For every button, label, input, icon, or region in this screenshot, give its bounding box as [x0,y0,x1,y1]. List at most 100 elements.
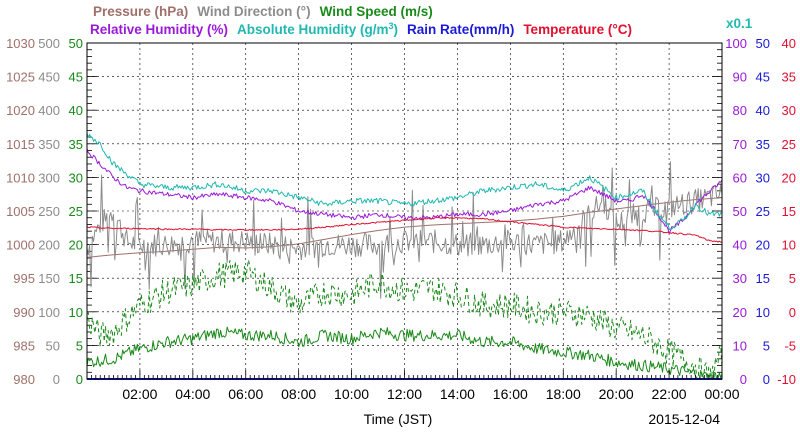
y-tick-label-wind-direction: 0 [53,372,60,387]
y-tick-label-temperature: -10 [777,372,796,387]
y-tick-label-wind-direction: 350 [38,137,60,152]
y-tick-label-wind-direction: 450 [38,70,60,85]
series-line-relative-humidity [86,148,723,234]
legend-text: Temperature (°C) [523,22,632,37]
y-tick-label-pressure: 985 [13,338,35,353]
y-tick-label-rain-rate: 35 [756,137,770,152]
x-axis-title: Time (JST) [364,411,433,427]
y-tick-label-wind-direction: 500 [38,36,60,51]
y-tick-label-temperature: 35 [782,70,796,85]
legend-text: Rain Rate(mm/h) [407,22,514,37]
y-tick-label-wind-direction: 400 [38,103,60,118]
y-tick-label-temperature: 15 [782,204,796,219]
x-tick-label: 08:00 [281,386,316,402]
y-tick-label-wind-speed: 25 [69,204,83,219]
y-tick-label-wind-direction: 50 [46,338,60,353]
y-tick-label-pressure: 1020 [6,103,35,118]
legend-text: Wind Direction (°) [197,4,310,19]
y-tick-label-rain-rate: 5 [763,338,770,353]
y-tick-label-wind-speed: 10 [69,305,83,320]
y-tick-label-wind-speed: 0 [76,372,83,387]
x-tick-label: 04:00 [175,386,210,402]
y-tick-label-pressure: 995 [13,271,35,286]
y-tick-label-humidity: 80 [733,103,747,118]
y-tick-label-humidity: 90 [733,70,747,85]
x-axis: 02:00 04:00 06:00 08:00 10:00 12:00 14:00 16:00… [86,370,740,427]
y-tick-label-rain-rate: 50 [756,36,770,51]
legend: Pressure (hPa) Wind Direction (°) Wind Spe… [90,4,753,37]
date-label: 2015-12-04 [648,411,720,427]
x-tick-label: 22:00 [652,386,687,402]
y-tick-label-humidity: 30 [733,271,747,286]
y-tick-label-humidity: 20 [733,305,747,320]
y-tick-label-humidity: 10 [733,338,747,353]
y-tick-label-pressure: 1030 [6,36,35,51]
y-tick-label-wind-speed: 50 [69,36,83,51]
x-tick-label: 00:00 [704,386,739,402]
y-tick-label-rain-rate: 40 [756,103,770,118]
legend-entry: Relative Humidity (%) [90,22,228,37]
y-tick-label-wind-speed: 45 [69,70,83,85]
legend-text: Relative Humidity (%) [90,22,228,37]
y-tick-label-wind-direction: 250 [38,204,60,219]
legend-text: Absolute Humidity (g/m [237,22,389,37]
series-line-temperature [86,216,722,243]
y-tick-label-pressure: 980 [13,372,35,387]
y-tick-label-wind-speed: 15 [69,271,83,286]
legend-entry: Wind Direction (°) [197,4,310,19]
right-axes: 0 10 20 30 40 50 60 70 80 90 100 0 5 10 15 20 25 30 35 40 45… [712,36,796,387]
y-tick-label-pressure: 1000 [6,238,35,253]
y-tick-label-temperature: 40 [782,36,796,51]
y-tick-label-humidity: 60 [733,170,747,185]
data-series [86,133,723,380]
x-tick-label: 20:00 [599,386,634,402]
y-tick-label-humidity: 0 [740,372,747,387]
y-tick-label-humidity: 50 [733,204,747,219]
x-tick-label: 16:00 [493,386,528,402]
series-line-wind-speed-gust [86,259,723,380]
x-tick-label: 14:00 [440,386,475,402]
y-tick-label-wind-direction: 200 [38,238,60,253]
y-tick-label-pressure: 1010 [6,170,35,185]
legend-entry: Pressure (hPa) [93,4,188,19]
y-tick-label-wind-speed: 35 [69,137,83,152]
y-tick-label-wind-direction: 100 [38,305,60,320]
x-tick-label: 02:00 [122,386,157,402]
legend-text: Wind Speed (m/s) [320,4,433,19]
x-tick-label: 10:00 [334,386,369,402]
y-tick-label-pressure: 990 [13,305,35,320]
y-tick-label-temperature: 20 [782,170,796,185]
y-tick-label-wind-direction: 300 [38,170,60,185]
legend-entry: Wind Speed (m/s) [320,4,433,19]
legend-suffix: ) [394,22,399,37]
y-tick-label-rain-rate: 20 [756,238,770,253]
y-tick-label-wind-speed: 40 [69,103,83,118]
y-tick-label-rain-rate: 25 [756,204,770,219]
y-tick-label-humidity: 40 [733,238,747,253]
y-tick-label-rain-rate: 0 [763,372,770,387]
series-line-wind-direction [86,161,723,299]
x-tick-label: 06:00 [228,386,263,402]
y-tick-label-wind-speed: 30 [69,170,83,185]
legend-text: Pressure (hPa) [93,4,188,19]
y-tick-label-temperature: 25 [782,137,796,152]
y-tick-label-humidity: 100 [725,36,747,51]
y-tick-label-pressure: 1025 [6,70,35,85]
y-tick-label-rain-rate: 10 [756,305,770,320]
y-tick-label-humidity: 70 [733,137,747,152]
series-line-absolute-humidity [86,133,723,230]
y-tick-label-pressure: 1005 [6,204,35,219]
y-tick-label-temperature: 30 [782,103,796,118]
left-axes: 9809859909951000100510101015102010251030… [6,36,97,387]
y-tick-label-temperature: -5 [784,338,796,353]
legend-entry: Temperature (°C) [523,22,632,37]
series-line-wind-speed-avg [86,326,723,380]
y-tick-label-rain-rate: 15 [756,271,770,286]
multiplier-label: x0.1 [726,16,753,31]
y-tick-label-wind-direction: 150 [38,271,60,286]
y-tick-label-rain-rate: 45 [756,70,770,85]
legend-superscript: 3 [389,21,394,31]
y-tick-label-rain-rate: 30 [756,170,770,185]
y-tick-label-wind-speed: 5 [76,338,83,353]
y-tick-label-temperature: 5 [789,271,796,286]
